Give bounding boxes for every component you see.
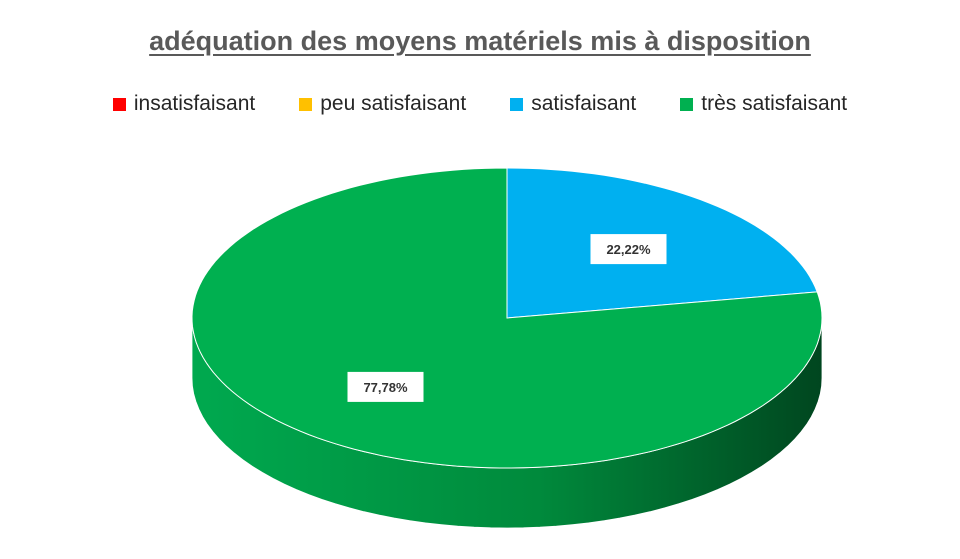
data-label-tres-satisfaisant: 77,78% xyxy=(347,371,424,402)
legend: insatisfaisant peu satisfaisant satisfai… xyxy=(0,92,960,116)
legend-item-satisfaisant[interactable]: satisfaisant xyxy=(510,92,636,116)
legend-swatch-satisfaisant xyxy=(510,97,524,111)
legend-item-insatisfaisant[interactable]: insatisfaisant xyxy=(112,92,256,116)
legend-label-tres-satisfaisant: très satisfaisant xyxy=(701,92,848,115)
data-label-value: 77,78% xyxy=(363,380,408,395)
legend-swatch-peu-satisfaisant xyxy=(299,97,313,111)
data-label-satisfaisant: 22,22% xyxy=(590,234,667,265)
legend-item-tres-satisfaisant[interactable]: très satisfaisant xyxy=(680,92,847,116)
data-label-box xyxy=(590,234,667,265)
legend-label-peu-satisfaisant: peu satisfaisant xyxy=(320,92,467,115)
pie-top-slices xyxy=(191,167,823,469)
legend-swatch-tres-satisfaisant xyxy=(680,97,694,111)
data-label-value: 22,22% xyxy=(606,242,651,257)
legend-label-satisfaisant: satisfaisant xyxy=(531,92,637,115)
chart-title: adéquation des moyens matériels mis à di… xyxy=(149,26,811,56)
pie-data-labels: 22,22% 77,78% xyxy=(347,234,667,402)
legend-item-peu-satisfaisant[interactable]: peu satisfaisant xyxy=(299,92,466,116)
legend-label-insatisfaisant: insatisfaisant xyxy=(133,92,256,115)
data-label-box xyxy=(347,371,424,402)
legend-swatch-insatisfaisant xyxy=(112,97,126,111)
